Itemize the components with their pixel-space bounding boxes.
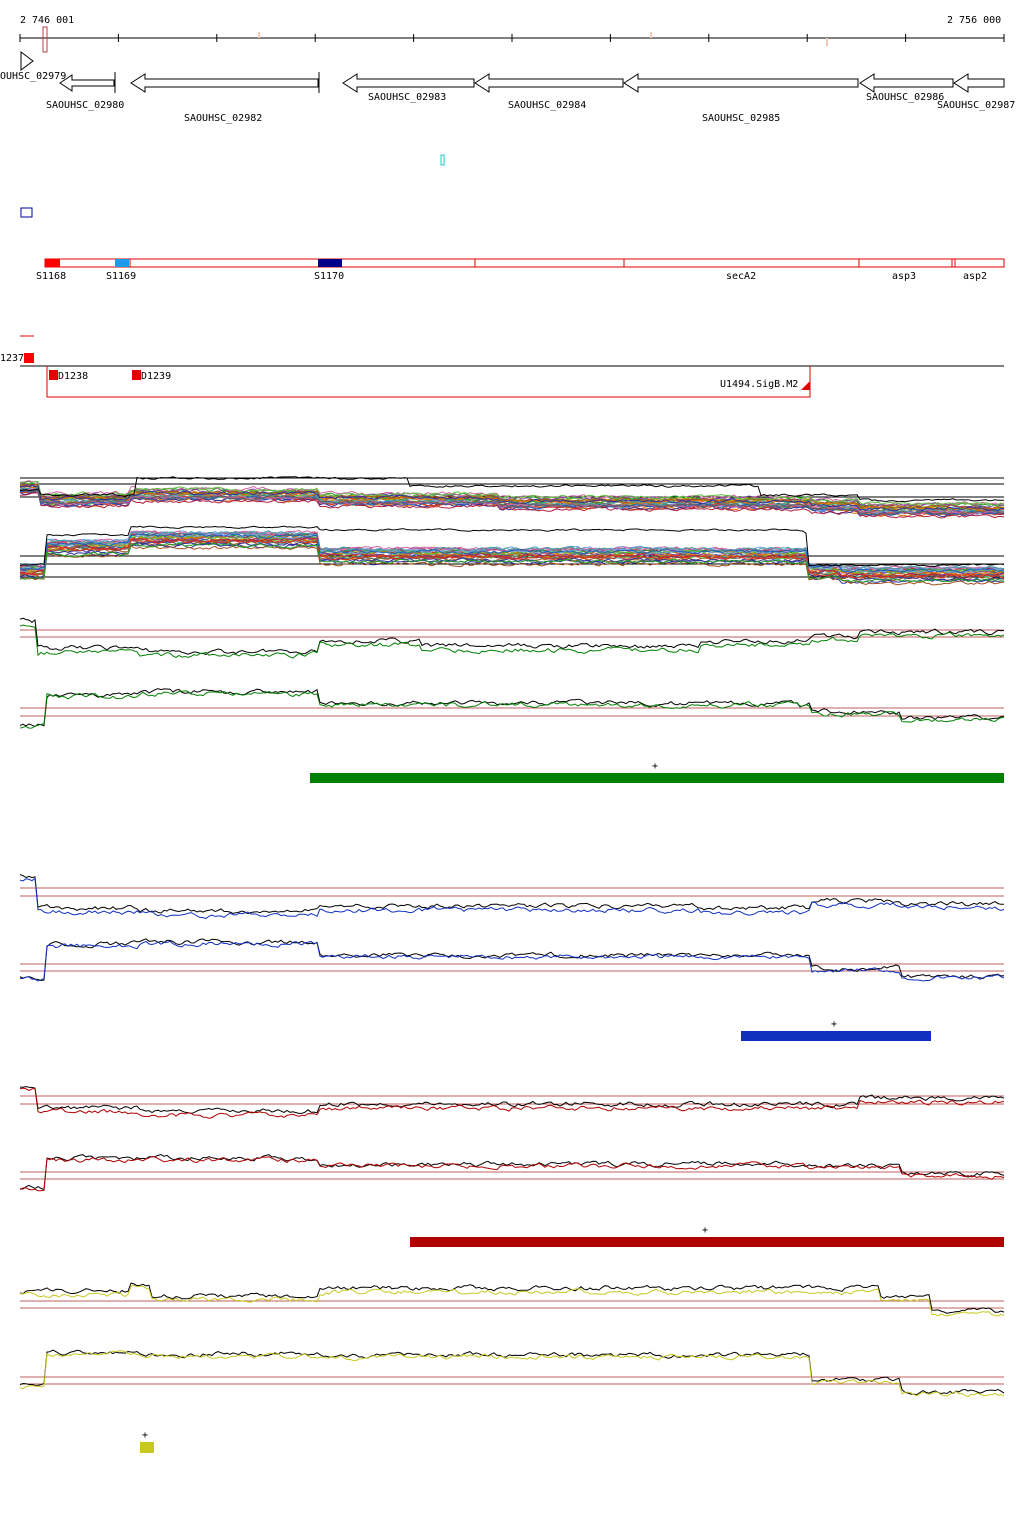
profile-line [19,484,1005,512]
gene-arrow[interactable] [859,73,954,93]
tu-label: D1239 [141,371,171,382]
ruler-end-label: 2 756 000 [947,15,1001,26]
segment-label: S1168 [36,271,66,282]
profile-lines [19,1086,1005,1192]
ruler-tick-mark [258,32,260,38]
condition-bar-marker: + [702,1225,708,1236]
gene-label: SAOUHSC_02982 [184,113,262,124]
segment-S1168[interactable] [45,259,60,267]
condition-bar-marker: + [831,1019,837,1030]
tu-label: D1238 [58,371,88,382]
ruler-tick-mark [650,32,652,38]
profile-lines [19,1282,1005,1398]
profile-line [19,1156,1005,1192]
transcription-unit-track: 1237 D1238 D1239 U1494.SigB.M2 [0,335,1004,398]
tu-marker[interactable] [132,370,141,380]
condition-bar-marker: + [652,761,658,772]
profile-line [19,1086,1005,1114]
condition-bar[interactable] [140,1442,154,1453]
gene-arrow[interactable] [59,74,115,92]
profile-line [19,489,1005,516]
segment-S1169[interactable] [115,259,129,267]
segment-label: asp3 [892,271,916,282]
segment-label: S1169 [106,271,136,282]
profile-line [19,690,1005,729]
profile-line [19,489,1005,516]
profile-line [19,1087,1005,1119]
overview-profile-lines [19,476,1005,586]
gene-label: SAOUHSC_02980 [46,100,124,111]
condition-bar[interactable] [410,1237,1004,1247]
ruler-position-marker[interactable] [42,26,48,53]
profile-line [19,480,1005,507]
profile-line [19,688,1005,728]
profile-line [19,476,1004,503]
tu-marker[interactable] [49,370,58,380]
condition-bar[interactable] [310,773,1004,783]
gene-arrow[interactable] [342,73,475,93]
profile-line [19,938,1005,982]
gene-arrow[interactable] [623,73,859,93]
gene-label: SAOUHSC_02987 [937,100,1015,111]
profile-lines [19,617,1005,729]
condition-bar[interactable] [741,1031,931,1041]
profile-line [19,488,1005,515]
profile-line [19,525,1005,568]
segment-track-outline [44,258,1005,268]
gene-track: OUHSC_02979 SAOUHSC_02980 SAOUHSC_02982 … [0,51,1015,124]
profile-line [19,1282,1005,1314]
profile-lines [19,874,1005,982]
profile-line [19,617,1005,655]
gene-label: SAOUHSC_02985 [702,113,780,124]
segment-S1170[interactable] [318,259,342,267]
tu-label: U1494.SigB.M2 [720,379,798,390]
gene-arrow[interactable] [953,73,1005,93]
profile-line [19,538,1005,579]
profile-line [19,484,1005,512]
ruler-ticks [19,34,1005,42]
segment-label: asp2 [963,271,987,282]
gene-arrow[interactable] [130,73,319,93]
condition-track-red: + [19,1086,1005,1247]
tu-label: 1237 [0,353,24,364]
condition-track-blue: + [19,874,1005,1041]
condition-track-yellow: + [19,1282,1005,1453]
feature-marker-blue[interactable] [20,207,33,218]
profile-line [20,536,1005,576]
profile-line [19,940,1005,982]
gene-label: OUHSC_02979 [0,71,66,82]
segment-label: S1170 [314,271,344,282]
condition-bar-marker: + [142,1430,148,1441]
gene-label: SAOUHSC_02986 [866,92,944,103]
condition-track-green: + [19,617,1005,783]
coordinate-ruler: 2 746 001 2 756 000 [19,15,1005,53]
tu-arrow-marker[interactable] [801,381,810,390]
profile-line [19,1349,1005,1396]
profile-line [19,542,1005,583]
gene-arrow-forward[interactable] [20,51,34,71]
gene-label: SAOUHSC_02983 [368,92,446,103]
segment-track: S1168 S1169 S1170 secA2 asp3 asp2 [36,258,1005,282]
profile-line [19,1284,1005,1317]
profile-line [19,877,1005,920]
expression-overview [19,476,1005,586]
profile-line [19,624,1005,659]
ruler-tick-mark [826,38,828,46]
profile-line [19,492,1005,519]
tu-marker[interactable] [24,353,34,363]
ruler-start-label: 2 746 001 [20,15,74,26]
gene-label: SAOUHSC_02984 [508,100,586,111]
profile-line [19,1350,1005,1398]
profile-line [19,533,1005,573]
gene-arrow[interactable] [474,73,624,93]
feature-marker-cyan[interactable] [440,154,445,166]
profile-line [19,483,1005,510]
profile-line [19,874,1004,915]
segment-label: secA2 [726,271,756,282]
